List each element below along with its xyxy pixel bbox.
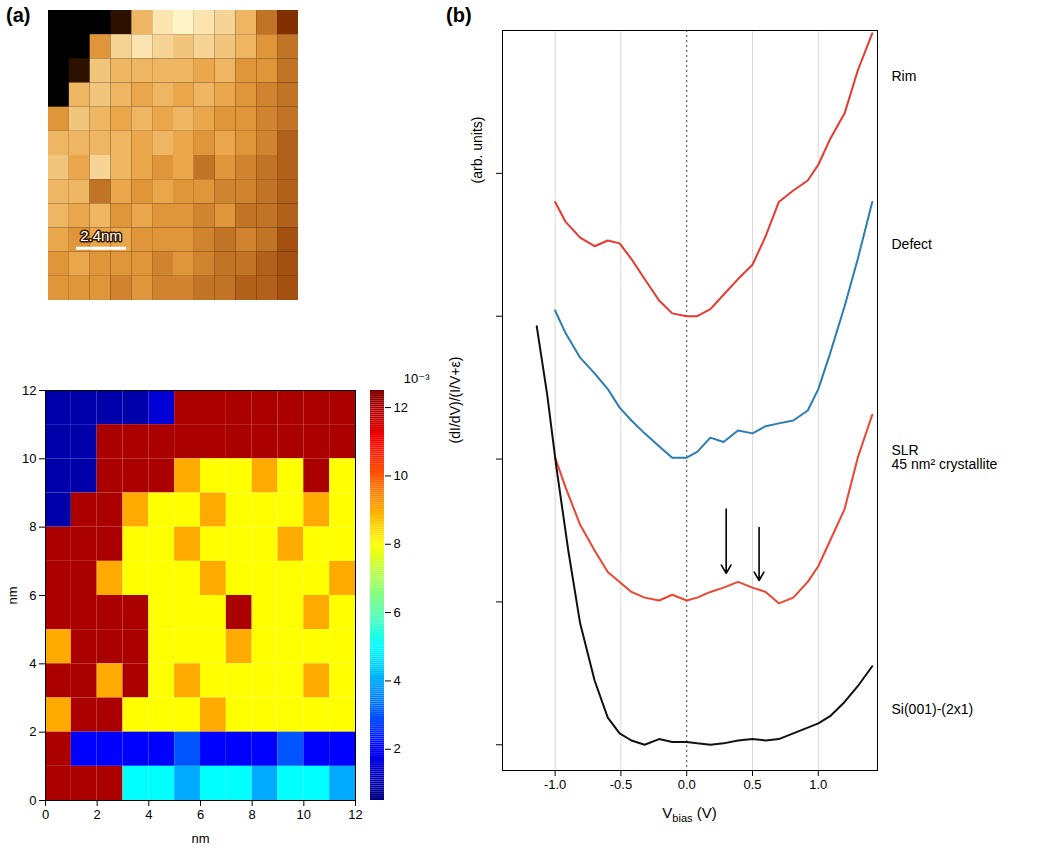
svg-text:12: 12 xyxy=(394,400,408,415)
svg-text:0.0: 0.0 xyxy=(678,777,696,792)
svg-text:8: 8 xyxy=(394,536,401,551)
svg-text:2: 2 xyxy=(29,724,36,739)
svg-text:2: 2 xyxy=(94,807,101,822)
svg-text:6: 6 xyxy=(394,605,401,620)
svg-text:Defect: Defect xyxy=(892,236,933,252)
svg-text:Si(001)-(2x1): Si(001)-(2x1) xyxy=(892,701,974,717)
html-text:(a): (a) xyxy=(6,4,31,26)
svg-text:10: 10 xyxy=(297,807,311,822)
svg-text:nm: nm xyxy=(191,831,209,846)
svg-text:2.4nm: 2.4nm xyxy=(80,227,122,244)
svg-text:2: 2 xyxy=(394,741,401,756)
svg-text:0: 0 xyxy=(29,793,36,808)
svg-text:SLR45 nm² crystallite: SLR45 nm² crystallite xyxy=(892,442,998,472)
svg-text:8: 8 xyxy=(249,807,256,822)
svg-text:1.0: 1.0 xyxy=(809,777,827,792)
svg-text:10: 10 xyxy=(394,468,408,483)
svg-text:-1.0: -1.0 xyxy=(544,777,566,792)
svg-text:nm: nm xyxy=(5,586,20,604)
svg-text:4: 4 xyxy=(29,656,36,671)
svg-text:10: 10 xyxy=(22,451,36,466)
svg-text:0: 0 xyxy=(42,807,49,822)
svg-text:4: 4 xyxy=(145,807,152,822)
svg-text:4: 4 xyxy=(394,673,401,688)
svg-text:12: 12 xyxy=(22,383,36,398)
svg-text:Rim: Rim xyxy=(892,68,917,84)
svg-text:(dI/dV)/(I/V+ε): (dI/dV)/(I/V+ε) xyxy=(447,357,463,444)
svg-text:0.5: 0.5 xyxy=(743,777,761,792)
svg-text:(arb. units): (arb. units) xyxy=(469,117,485,184)
svg-text:-0.5: -0.5 xyxy=(610,777,632,792)
svg-text:Vbias (V): Vbias (V) xyxy=(662,804,716,824)
svg-text:12: 12 xyxy=(348,807,362,822)
svg-text:6: 6 xyxy=(197,807,204,822)
html-text:(b): (b) xyxy=(446,4,472,26)
svg-text:10⁻³: 10⁻³ xyxy=(404,371,430,386)
svg-text:6: 6 xyxy=(29,588,36,603)
svg-text:8: 8 xyxy=(29,519,36,534)
